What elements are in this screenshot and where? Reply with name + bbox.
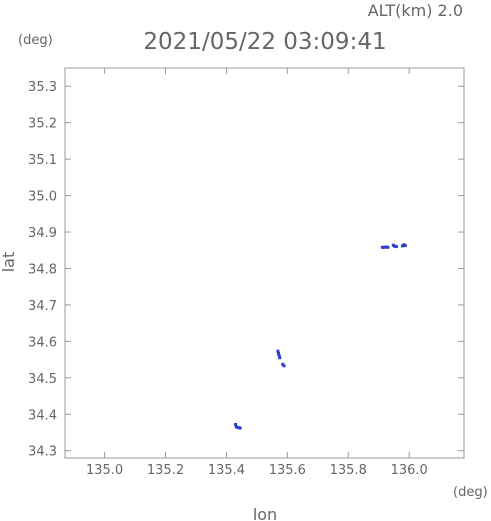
- y-tick-label: 34.7: [28, 299, 57, 314]
- data-point: [386, 245, 390, 249]
- data-point: [238, 426, 242, 430]
- data-point: [277, 354, 281, 358]
- y-tick-label: 34.9: [28, 226, 57, 241]
- y-tick-label: 34.4: [28, 408, 57, 423]
- data-point: [282, 364, 286, 368]
- data-point: [234, 422, 238, 426]
- data-points: [234, 243, 407, 430]
- data-point: [277, 351, 281, 355]
- y-ticks: 34.3 34.4 34.5 34.6 34.7 34.8 34.9 35.0 35.1 35.2…: [28, 80, 464, 460]
- data-point: [384, 245, 388, 249]
- x-tick-label: 135.0: [86, 463, 123, 478]
- x-tick-label: 135.4: [208, 463, 245, 478]
- x-tick-label: 135.2: [147, 463, 184, 478]
- x-unit-label: (deg): [453, 485, 488, 500]
- y-tick-label: 34.3: [28, 445, 57, 460]
- y-axis-label: lat: [0, 252, 18, 273]
- y-tick-label: 34.5: [28, 372, 57, 387]
- x-tick-label: 135.6: [269, 463, 306, 478]
- data-point: [400, 244, 404, 248]
- plot-frame: [64, 67, 465, 459]
- x-tick-label: 135.8: [330, 463, 367, 478]
- data-point: [382, 245, 386, 249]
- data-point: [393, 244, 397, 248]
- data-point: [278, 356, 282, 360]
- data-point: [235, 425, 239, 429]
- x-axis-label: lon: [253, 505, 277, 521]
- altitude-label: ALT(km) 2.0: [368, 1, 463, 20]
- y-tick-label: 35.3: [28, 80, 57, 95]
- data-point: [276, 349, 280, 353]
- chart-title: 2021/05/22 03:09:41: [143, 29, 386, 55]
- y-tick-label: 35.1: [28, 153, 57, 168]
- y-unit-label: (deg): [18, 33, 53, 48]
- x-tick-label: 136.0: [391, 463, 428, 478]
- data-point: [380, 245, 384, 249]
- data-point: [403, 244, 407, 248]
- y-tick-label: 35.2: [28, 117, 57, 132]
- x-ticks: 135.0 135.2 135.4 135.6 135.8 136.0: [86, 68, 428, 478]
- y-tick-label: 34.6: [28, 335, 57, 350]
- data-point: [394, 245, 398, 249]
- y-tick-label: 34.8: [28, 262, 57, 277]
- y-tick-label: 35.0: [28, 190, 57, 205]
